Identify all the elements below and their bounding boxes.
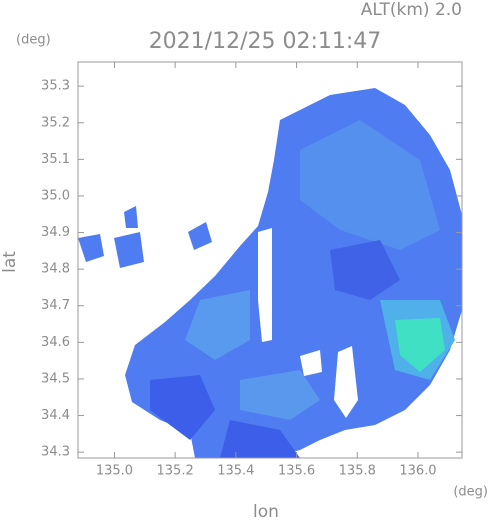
x-axis-label: lon (253, 502, 279, 521)
x-tick-label: 135.4 (217, 464, 254, 479)
y-tick-label: 35.2 (41, 115, 70, 130)
y-tick-label: 35.0 (41, 188, 70, 203)
y-tick-label: 34.7 (41, 298, 70, 313)
y-tick-label: 34.4 (41, 408, 70, 423)
chart-title: 2021/12/25 02:11:47 (149, 29, 382, 54)
y-tick-label: 35.1 (41, 152, 70, 167)
x-tick-label: 135.0 (96, 464, 133, 479)
plot-frame (77, 61, 463, 459)
y-tick-label: 34.3 (41, 445, 70, 460)
x-tick-label: 135.6 (278, 464, 315, 479)
x-tick-label: 135.2 (157, 464, 194, 479)
altitude-label: ALT(km) 2.0 (361, 0, 462, 20)
x-tick-label: 135.8 (339, 464, 376, 479)
y-tick-label: 34.9 (41, 225, 70, 240)
y-tick-label: 34.8 (41, 262, 70, 277)
y-tick-label: 34.6 (41, 335, 70, 350)
y-tick-label: 34.5 (41, 371, 70, 386)
y-tick-label: 35.3 (41, 79, 70, 94)
x-unit: (deg) (453, 485, 488, 500)
radar-echo (78, 88, 462, 458)
x-tick-label: 136.0 (399, 464, 436, 479)
y-axis-label: lat (0, 251, 20, 273)
y-unit: (deg) (16, 33, 51, 48)
